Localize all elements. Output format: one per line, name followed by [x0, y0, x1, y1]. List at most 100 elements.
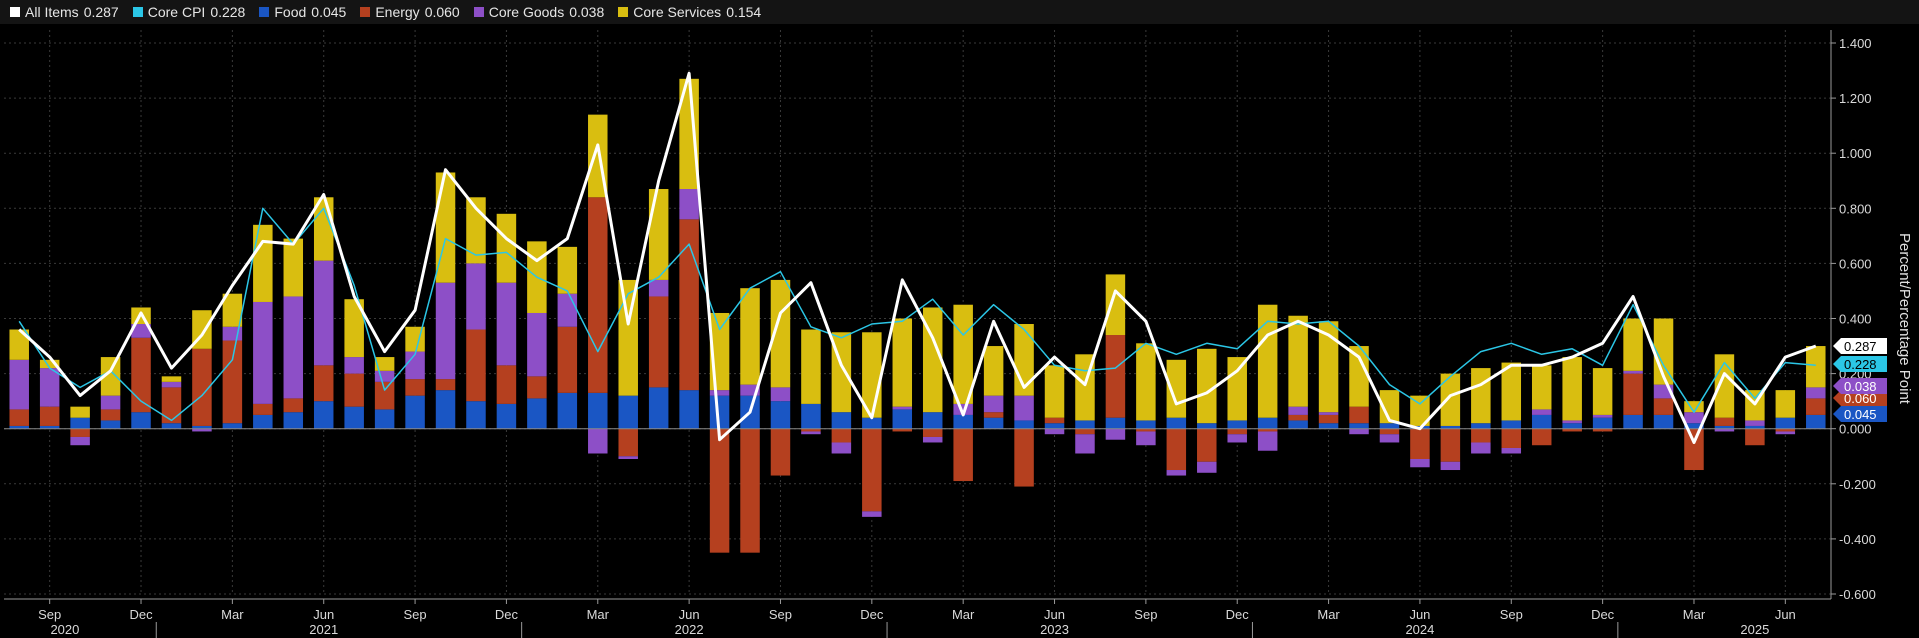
bar-core-services — [648, 189, 669, 280]
bar-core-goods — [1806, 387, 1826, 399]
bar-food — [1349, 423, 1369, 429]
bar-core-goods — [1531, 409, 1552, 415]
value-tag: 0.045 — [1833, 406, 1887, 422]
bar-core-services — [70, 406, 90, 418]
bar-core-services — [1136, 343, 1156, 421]
x-tick-label: Mar — [952, 607, 975, 622]
legend-value: 0.038 — [569, 4, 605, 20]
bar-core-goods — [435, 282, 456, 380]
bar-core-services — [283, 238, 304, 297]
line-all-items — [18, 71, 1817, 444]
bar-food — [1684, 423, 1704, 429]
y-tick-label: 0.400 — [1839, 312, 1872, 327]
bar-food — [1592, 417, 1613, 429]
bar-energy — [9, 409, 29, 426]
bar-energy — [862, 428, 882, 512]
bar-core-goods — [922, 436, 943, 443]
legend-item: Energy 0.060 — [360, 4, 460, 20]
bar-core-goods — [1166, 470, 1187, 476]
bar-core-services — [1562, 357, 1582, 421]
bar-core-goods — [1227, 434, 1247, 443]
bar-core-goods — [1440, 461, 1461, 471]
legend-value: 0.045 — [311, 4, 347, 20]
legend-label: Food — [274, 4, 307, 20]
legend-label: Core CPI — [147, 4, 206, 20]
bar-energy — [1257, 428, 1278, 432]
y-tick-label: 0.000 — [1839, 422, 1872, 437]
bar-energy — [1471, 428, 1491, 443]
bar-energy — [1105, 335, 1126, 418]
bar-food — [1227, 420, 1247, 429]
bar-core-services — [557, 246, 578, 294]
bar-core-goods — [1014, 395, 1034, 421]
x-tick-label: Mar — [587, 607, 610, 622]
bar-core-goods — [496, 282, 517, 366]
bar-energy — [1288, 414, 1308, 421]
bar-core-goods — [344, 357, 364, 374]
bar-energy — [313, 365, 334, 402]
bar-food — [1745, 425, 1765, 429]
bar-food — [1623, 414, 1643, 429]
bar-energy — [466, 329, 486, 402]
x-tick-label: Sep — [1134, 607, 1157, 622]
bar-energy — [1653, 398, 1674, 415]
bar-food — [1197, 423, 1217, 429]
value-tag-label: 0.038 — [1844, 379, 1877, 394]
legend-label: Core Goods — [488, 4, 565, 20]
bar-core-services — [1318, 321, 1339, 413]
y-tick-label: 0.800 — [1839, 201, 1872, 216]
bar-food — [1044, 423, 1065, 429]
bar-energy — [709, 428, 730, 553]
bar-core-services — [1531, 365, 1552, 410]
bar-energy — [1014, 428, 1034, 487]
bar-core-goods — [1592, 414, 1613, 418]
bar-energy — [39, 406, 60, 426]
bar-core-goods — [161, 381, 182, 388]
x-tick-label: Mar — [1683, 607, 1706, 622]
bar-energy — [1379, 428, 1400, 435]
bar-core-services — [1379, 390, 1400, 424]
bar-energy — [222, 340, 243, 424]
bar-core-goods — [983, 395, 1004, 413]
bar-core-goods — [1257, 431, 1278, 451]
value-tag-shape — [1833, 406, 1887, 422]
bar-core-goods — [740, 384, 760, 396]
bar-core-goods — [131, 324, 151, 338]
x-tick-label: Dec — [860, 607, 884, 622]
bar-energy — [1410, 428, 1430, 460]
bar-core-services — [1592, 368, 1613, 415]
bar-core-services — [1349, 346, 1369, 407]
bar-energy — [161, 387, 182, 424]
bar-core-services — [222, 293, 243, 327]
bar-food — [831, 412, 852, 429]
bar-core-goods — [1379, 434, 1400, 443]
bar-energy — [618, 428, 638, 457]
bar-food — [953, 414, 973, 429]
bar-core-goods — [466, 263, 486, 330]
bar-core-goods — [1745, 420, 1765, 426]
bar-food — [344, 406, 364, 429]
bar-energy — [1349, 406, 1369, 424]
bar-food — [1014, 420, 1034, 429]
bar-core-goods — [100, 395, 121, 410]
bar-core-goods — [831, 442, 852, 454]
bar-food — [466, 401, 486, 429]
bar-energy — [801, 428, 821, 432]
bar-energy — [770, 428, 791, 476]
bar-core-services — [801, 329, 821, 404]
bar-core-services — [679, 78, 699, 190]
bar-core-goods — [1349, 428, 1369, 435]
x-tick-label: Sep — [1500, 607, 1523, 622]
y-tick-label: 1.200 — [1839, 91, 1872, 106]
bar-food — [1775, 417, 1796, 429]
bar-food — [131, 412, 151, 429]
x-tick-label: Mar — [1317, 607, 1340, 622]
bar-food — [801, 403, 821, 429]
bar-food — [1257, 417, 1278, 429]
bar-food — [922, 412, 943, 429]
x-tick-label: Dec — [129, 607, 153, 622]
bar-food — [1714, 425, 1735, 429]
bar-core-goods — [1684, 412, 1704, 424]
bar-energy — [953, 428, 973, 482]
x-year-label: 2022 — [675, 622, 704, 637]
